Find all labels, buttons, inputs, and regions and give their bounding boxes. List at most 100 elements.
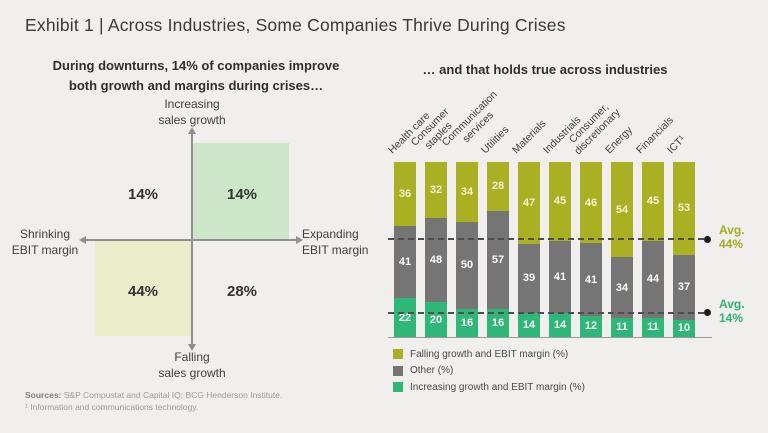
bar-value: 36 bbox=[398, 187, 412, 200]
bar-segment-falling: 46 bbox=[580, 162, 602, 244]
bar-segment-increasing: 16 bbox=[487, 309, 509, 337]
bar-value: 46 bbox=[584, 196, 598, 209]
bar-value: 28 bbox=[491, 180, 505, 193]
category-label: ICT¹ bbox=[664, 133, 688, 157]
bar-column: Health care 36 41 22 bbox=[386, 110, 432, 337]
bar-segment-falling: 36 bbox=[394, 162, 416, 226]
quadrant-value-bottom-left: 44% bbox=[127, 283, 159, 300]
bar-segment-other: 48 bbox=[425, 218, 447, 302]
bar-value: 10 bbox=[677, 322, 691, 335]
bar-value: 22 bbox=[398, 311, 412, 324]
axis-label-falling-sales-growth: Falling sales growth bbox=[158, 350, 226, 380]
axis-label-expanding-ebit-margin: Expanding EBIT margin bbox=[302, 227, 369, 257]
left-panel-subtitle: During downturns, 14% of companies impro… bbox=[52, 58, 340, 93]
legend-item: Increasing growth and EBIT margin (%) bbox=[393, 379, 585, 396]
bar-value: 41 bbox=[553, 270, 567, 283]
bar-segment-increasing: 20 bbox=[425, 302, 447, 337]
bar-segment-increasing: 11 bbox=[642, 317, 664, 337]
bar-value: 47 bbox=[522, 197, 536, 210]
bar-value: 34 bbox=[460, 185, 474, 198]
bar-segment-falling: 32 bbox=[425, 162, 447, 218]
bar-column: Financials 45 44 11 bbox=[634, 115, 676, 337]
exhibit-title: Exhibit 1 | Across Industries, Some Comp… bbox=[25, 15, 566, 35]
bar-value: 57 bbox=[491, 253, 505, 266]
bar-value: 39 bbox=[522, 272, 536, 285]
bar-value: 34 bbox=[615, 281, 629, 294]
bar-value: 16 bbox=[460, 317, 474, 329]
quadrant-value-bottom-right: 28% bbox=[226, 283, 258, 300]
horizontal-axis-line bbox=[86, 239, 296, 241]
bar-segment-increasing: 14 bbox=[549, 312, 571, 337]
bar-segment-falling: 54 bbox=[611, 162, 633, 258]
arrow-down-icon bbox=[188, 344, 196, 351]
bar-segment-falling: 28 bbox=[487, 162, 509, 211]
arrow-right-icon bbox=[296, 236, 303, 244]
bar-segment-increasing: 11 bbox=[611, 317, 633, 337]
legend-label: Falling growth and EBIT margin (%) bbox=[410, 348, 569, 360]
bar-segment-falling: 47 bbox=[518, 162, 540, 245]
avg-label: Avg. 14% bbox=[719, 296, 745, 325]
sources-label: Sources: bbox=[25, 390, 62, 400]
legend-item: Other (%) bbox=[393, 363, 585, 380]
bar-value: 32 bbox=[429, 184, 443, 196]
quadrant-value-top-left: 14% bbox=[127, 186, 159, 203]
bar-column: Consumer, discretionary 46 41 12 bbox=[567, 101, 623, 337]
legend-label: Other (%) bbox=[410, 365, 454, 377]
legend-label: Increasing growth and EBIT margin (%) bbox=[410, 381, 585, 393]
avg-dot bbox=[704, 309, 711, 316]
bar-value: 11 bbox=[616, 321, 628, 334]
bar-value: 16 bbox=[491, 317, 505, 330]
bar-segment-other: 57 bbox=[487, 210, 509, 310]
bar-value: 11 bbox=[647, 321, 659, 334]
bar-segment-other: 41 bbox=[580, 243, 602, 316]
bar-segment-increasing: 16 bbox=[456, 309, 478, 337]
bar-segment-falling: 34 bbox=[456, 162, 478, 222]
bar-segment-other: 34 bbox=[611, 257, 633, 318]
category-label: Materials bbox=[509, 117, 549, 157]
bar-segment-other: 50 bbox=[456, 221, 478, 309]
legend: Falling growth and EBIT margin (%) Other … bbox=[393, 346, 585, 396]
bar-value: 45 bbox=[553, 195, 567, 208]
bar-column: Industrials 45 41 14 bbox=[541, 114, 583, 337]
legend-swatch bbox=[393, 382, 403, 393]
bar-segment-other: 41 bbox=[394, 225, 416, 299]
bar-segment-increasing: 14 bbox=[518, 312, 540, 337]
avg-dashed-line: Avg. 44% bbox=[388, 223, 745, 251]
bar-value: 44 bbox=[646, 273, 660, 286]
legend-swatch bbox=[393, 349, 403, 360]
legend-swatch bbox=[393, 365, 403, 376]
bar-value: 48 bbox=[429, 254, 443, 266]
bar-value: 53 bbox=[677, 202, 691, 215]
avg-dashed-line: Avg. 14% bbox=[388, 297, 745, 325]
bar-segment-increasing: 12 bbox=[580, 315, 602, 337]
bar-segment-increasing: 10 bbox=[673, 319, 695, 337]
bar-segment-other: 39 bbox=[518, 244, 540, 313]
axis-label-shrinking-ebit-margin: Shrinking EBIT margin bbox=[11, 227, 79, 257]
footnote: ¹ Information and communications technol… bbox=[25, 402, 199, 413]
bar-column: Utilities 28 57 16 bbox=[479, 124, 511, 337]
arrow-up-icon bbox=[188, 127, 196, 134]
sources-note: Sources: S&P Compustat and Capital IQ; B… bbox=[25, 389, 282, 414]
bar-segment-falling: 53 bbox=[673, 162, 695, 255]
sources-line: Sources: S&P Compustat and Capital IQ; B… bbox=[25, 389, 282, 401]
bar-segment-falling: 45 bbox=[642, 162, 664, 241]
bar-chart-bars: Health care 36 41 22 Consumer staples 32 48 20 C… bbox=[386, 88, 695, 337]
bar-column: Materials 47 39 14 bbox=[510, 118, 549, 337]
axis-label-increasing-sales-growth: Increasing sales growth bbox=[158, 97, 226, 127]
bar-value: 45 bbox=[646, 195, 660, 208]
bar-value: 50 bbox=[460, 259, 474, 272]
bar-value: 14 bbox=[553, 318, 567, 331]
bar-column: Energy 54 34 11 bbox=[603, 124, 635, 337]
bar-segment-other: 44 bbox=[642, 240, 664, 318]
arrow-left-icon bbox=[79, 236, 86, 244]
avg-dot bbox=[704, 235, 711, 243]
bar-column: ICT¹ 53 37 10 bbox=[665, 134, 695, 337]
bar-column: Communication services 34 50 16 bbox=[440, 88, 500, 337]
sources-text: S&P Compustat and Capital IQ; BCG Hender… bbox=[61, 390, 283, 400]
bar-chart: Health care 36 41 22 Consumer staples 32 48 20 C… bbox=[386, 88, 745, 338]
quadrant-highlight-bottom-left bbox=[95, 241, 192, 336]
quadrant-highlight-top-right bbox=[192, 143, 289, 240]
bar-segment-other: 37 bbox=[673, 254, 695, 320]
bar-segment-falling: 45 bbox=[549, 162, 571, 241]
